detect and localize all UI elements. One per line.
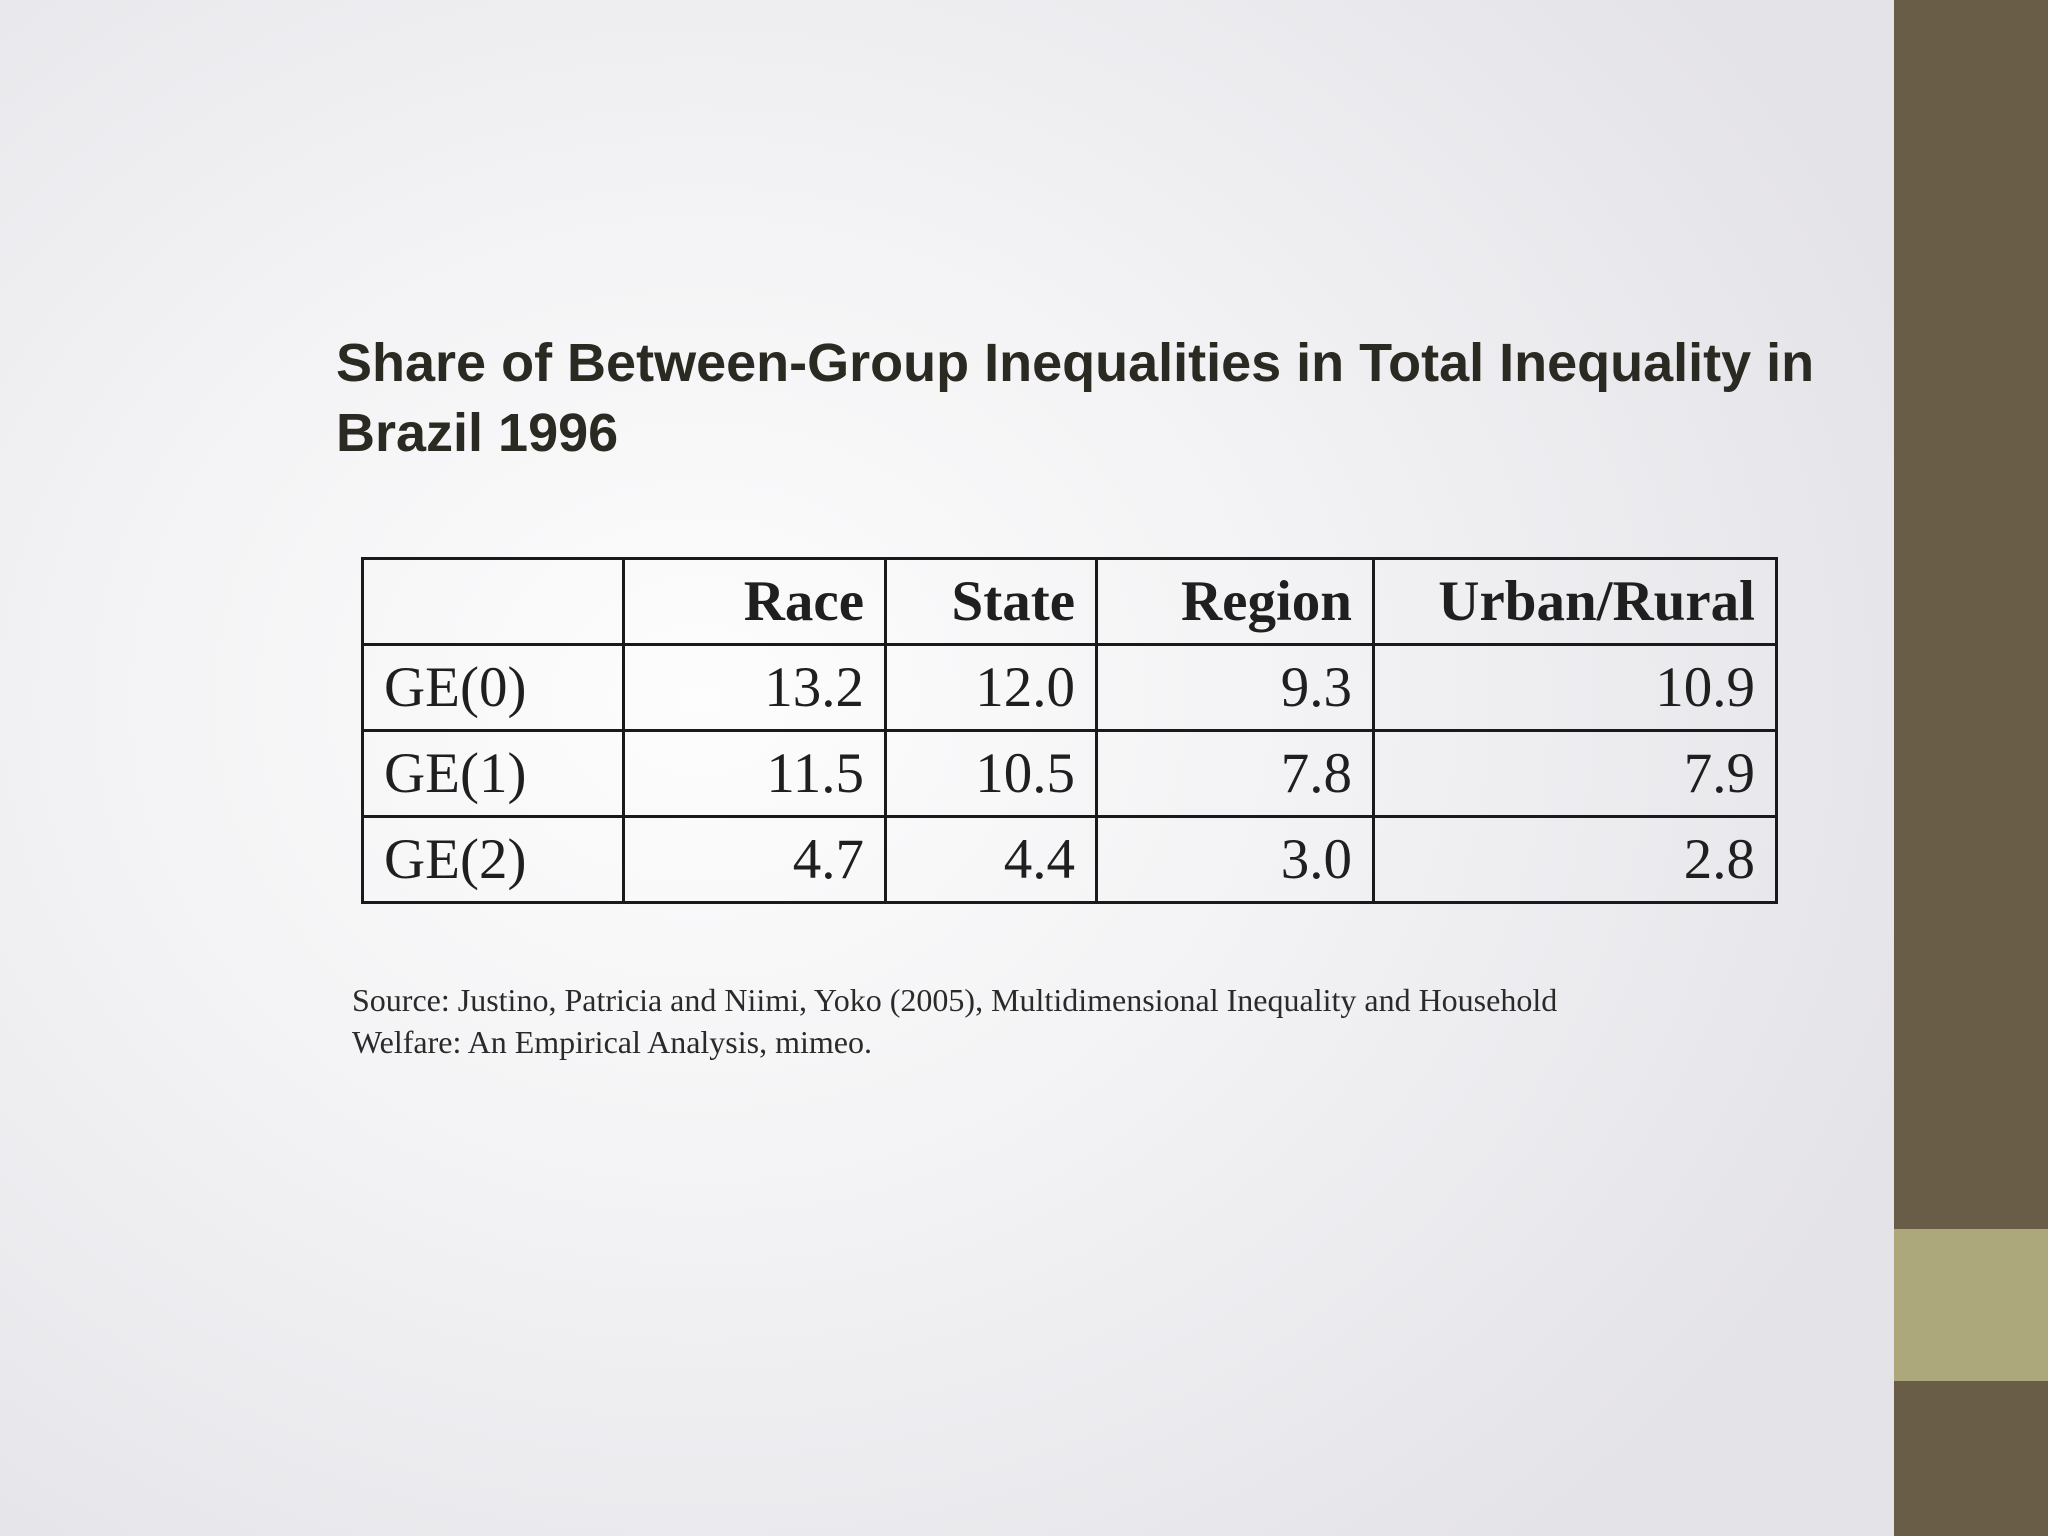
sidebar-band-accent — [1894, 1229, 2048, 1381]
table-row: GE(0) 13.2 12.0 9.3 10.9 — [361, 643, 1778, 732]
source-note-line-2: Welfare: An Empirical Analysis, mimeo. — [352, 1024, 872, 1060]
cell-ge0-state: 12.0 — [884, 643, 1098, 732]
cell-ge2-region: 3.0 — [1095, 815, 1375, 904]
source-note: Source: Justino, Patricia and Niimi, Yok… — [352, 979, 1752, 1063]
table-header-empty — [361, 557, 625, 646]
cell-ge2-race: 4.7 — [622, 815, 887, 904]
sidebar-band-top — [1894, 0, 2048, 1229]
sidebar-band-bottom — [1894, 1381, 2048, 1536]
slide-title: Share of Between-Group Inequalities in T… — [336, 328, 1896, 468]
cell-ge2-state: 4.4 — [884, 815, 1098, 904]
inequality-table: Race State Region Urban/Rural GE(0) 13.2… — [361, 557, 1778, 904]
table-row: GE(1) 11.5 10.5 7.8 7.9 — [361, 729, 1778, 818]
table-header-region: Region — [1095, 557, 1375, 646]
table-header-race: Race — [622, 557, 887, 646]
table-header-state: State — [884, 557, 1098, 646]
cell-ge1-race: 11.5 — [622, 729, 887, 818]
cell-ge1-urban-rural: 7.9 — [1372, 729, 1778, 818]
cell-ge0-region: 9.3 — [1095, 643, 1375, 732]
row-label-ge2: GE(2) — [361, 815, 625, 904]
cell-ge2-urban-rural: 2.8 — [1372, 815, 1778, 904]
slide-title-line-2: Brazil 1996 — [336, 403, 619, 463]
table-header-row: Race State Region Urban/Rural — [361, 557, 1778, 646]
table-row: GE(2) 4.7 4.4 3.0 2.8 — [361, 815, 1778, 904]
cell-ge1-region: 7.8 — [1095, 729, 1375, 818]
slide-title-line-1: Share of Between-Group Inequalities in T… — [336, 333, 1815, 393]
decorative-sidebar — [1894, 0, 2048, 1536]
cell-ge0-race: 13.2 — [622, 643, 887, 732]
cell-ge0-urban-rural: 10.9 — [1372, 643, 1778, 732]
cell-ge1-state: 10.5 — [884, 729, 1098, 818]
row-label-ge0: GE(0) — [361, 643, 625, 732]
source-note-line-1: Source: Justino, Patricia and Niimi, Yok… — [352, 982, 1558, 1018]
row-label-ge1: GE(1) — [361, 729, 625, 818]
table-header-urban-rural: Urban/Rural — [1372, 557, 1778, 646]
